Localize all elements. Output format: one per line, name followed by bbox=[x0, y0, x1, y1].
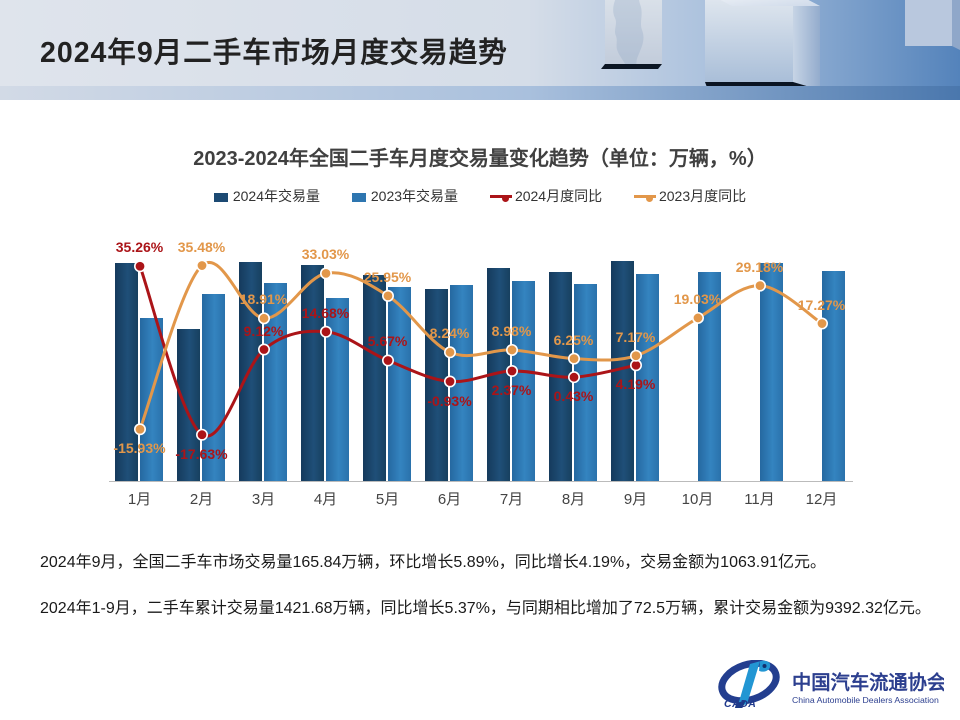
svg-text:China Automobile Dealers Assoc: China Automobile Dealers Association bbox=[792, 695, 939, 705]
svg-text:中国汽车流通协会: 中国汽车流通协会 bbox=[792, 671, 944, 694]
svg-text:CADA: CADA bbox=[724, 698, 756, 708]
